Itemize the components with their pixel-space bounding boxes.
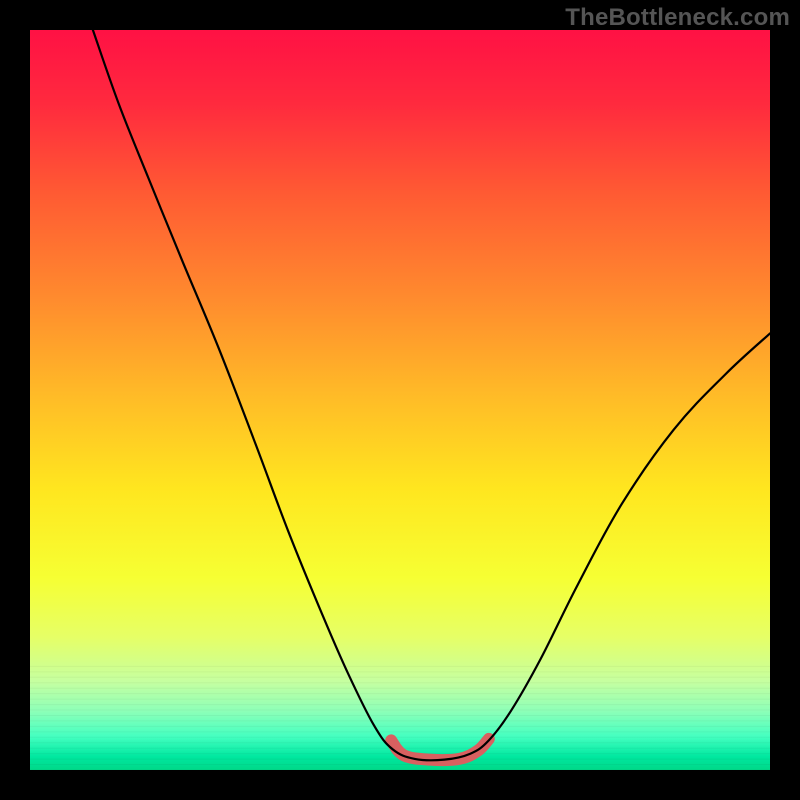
bottleneck-curve-chart	[0, 0, 800, 800]
gradient-background	[30, 30, 770, 770]
chart-frame: TheBottleneck.com	[0, 0, 800, 800]
watermark-text: TheBottleneck.com	[565, 4, 790, 32]
